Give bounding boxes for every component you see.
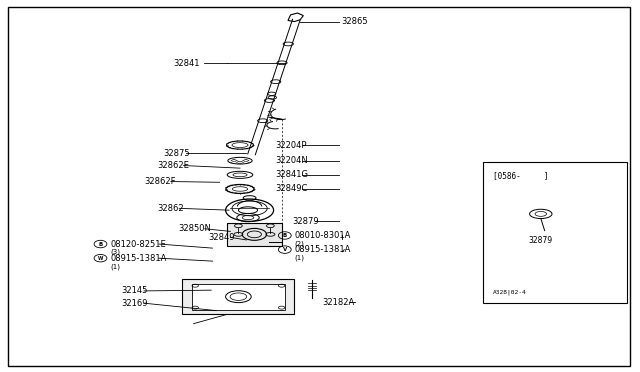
Text: 32862: 32862 <box>157 204 184 213</box>
Text: 08120-8251E: 08120-8251E <box>110 240 166 248</box>
Text: [0586-     ]: [0586- ] <box>493 171 548 180</box>
Text: 32204N: 32204N <box>275 156 308 165</box>
Text: 32849: 32849 <box>208 233 234 242</box>
Text: V: V <box>283 247 287 252</box>
Text: 32879: 32879 <box>292 217 319 226</box>
Text: 32145: 32145 <box>122 286 148 295</box>
Text: 32865: 32865 <box>341 17 368 26</box>
Text: 08915-1381A: 08915-1381A <box>294 245 351 254</box>
Text: (2): (2) <box>294 240 304 247</box>
Text: 32879: 32879 <box>529 236 553 245</box>
Text: (1): (1) <box>294 254 305 261</box>
Text: 32182A: 32182A <box>322 298 354 307</box>
Text: B: B <box>283 233 287 238</box>
Text: 32169: 32169 <box>122 299 148 308</box>
Text: W: W <box>98 256 103 261</box>
Text: 32862F: 32862F <box>144 177 175 186</box>
Text: 32841G: 32841G <box>275 170 308 179</box>
Text: B: B <box>99 241 102 247</box>
Text: 32849C: 32849C <box>275 185 308 193</box>
Text: 08010-8301A: 08010-8301A <box>294 231 351 240</box>
Text: 08915-1381A: 08915-1381A <box>110 254 166 263</box>
Text: 32850N: 32850N <box>178 224 211 233</box>
Bar <box>483 162 627 303</box>
Text: 32862E: 32862E <box>157 161 189 170</box>
Text: 32875: 32875 <box>163 149 190 158</box>
Text: (3): (3) <box>110 249 120 256</box>
Bar <box>227 223 282 246</box>
Bar <box>192 284 285 310</box>
Text: 32204P: 32204P <box>275 141 307 150</box>
Text: 32841: 32841 <box>173 59 199 68</box>
Text: A328|02·4: A328|02·4 <box>493 289 527 295</box>
Text: (1): (1) <box>110 263 120 270</box>
Bar <box>182 279 294 314</box>
